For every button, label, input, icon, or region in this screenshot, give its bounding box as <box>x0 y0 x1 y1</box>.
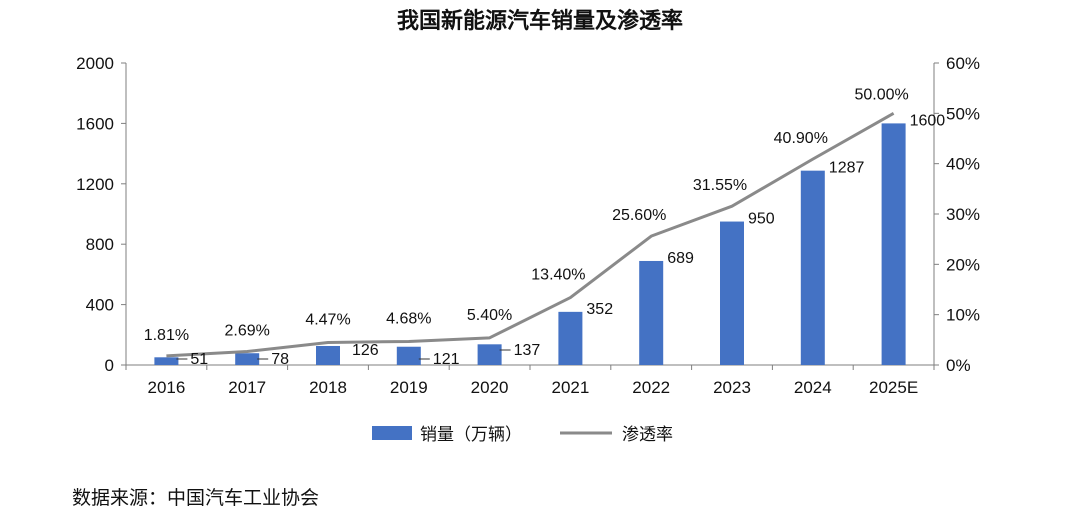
x-axis-tick-label: 2019 <box>390 378 428 397</box>
line-data-label: 13.40% <box>531 267 585 284</box>
bar-data-label: 137 <box>514 342 541 359</box>
bar-data-label: 78 <box>271 351 289 368</box>
legend-label-penetration: 渗透率 <box>622 425 673 444</box>
chart-title: 我国新能源汽车销量及渗透率 <box>396 8 683 34</box>
left-axis-tick-label: 400 <box>86 296 114 315</box>
line-data-label: 4.68% <box>386 310 431 327</box>
bar-sales <box>720 221 744 365</box>
bar-data-label: 51 <box>190 351 208 368</box>
right-axis-tick-label: 20% <box>946 255 980 274</box>
left-axis-tick-label: 0 <box>105 356 114 375</box>
x-axis-tick-label: 2025E <box>869 378 918 397</box>
right-axis-tick-label: 30% <box>946 205 980 224</box>
bar-data-label: 1287 <box>829 160 865 177</box>
bar-sales <box>477 344 502 365</box>
right-axis-tick-label: 10% <box>946 306 980 325</box>
x-axis-tick-label: 2021 <box>551 378 589 397</box>
bar-sales <box>154 357 179 365</box>
x-axis-tick-label: 2022 <box>632 378 670 397</box>
left-axis-tick-label: 2000 <box>76 54 114 73</box>
bar-data-label: 121 <box>433 351 460 368</box>
x-axis-tick-label: 2017 <box>228 378 266 397</box>
bar-data-label: 950 <box>748 211 775 228</box>
bar-sales <box>881 123 906 366</box>
legend-swatch-sales <box>372 426 412 440</box>
line-data-label: 25.60% <box>612 207 666 224</box>
x-axis-tick-label: 2024 <box>794 378 832 397</box>
right-axis-tick-label: 40% <box>946 155 980 174</box>
line-data-label: 4.47% <box>305 312 350 329</box>
bar-data-label: 689 <box>667 250 694 267</box>
bar-data-label: 352 <box>586 301 613 318</box>
left-axis-tick-label: 1200 <box>76 175 114 194</box>
x-axis-tick-label: 2023 <box>713 378 751 397</box>
right-axis-tick-label: 60% <box>946 54 980 73</box>
line-data-label: 1.81% <box>144 327 189 344</box>
line-data-label: 50.00% <box>854 86 908 103</box>
x-axis-tick-label: 2018 <box>309 378 347 397</box>
x-axis-tick-label: 2020 <box>471 378 509 397</box>
line-penetration-rate <box>166 112 895 358</box>
line-data-label: 5.40% <box>467 307 512 324</box>
bar-data-label: 1600 <box>910 112 946 129</box>
left-axis-tick-label: 800 <box>86 235 114 254</box>
right-axis-tick-label: 0% <box>946 356 971 375</box>
bar-sales <box>396 346 421 365</box>
bar-sales <box>235 353 260 365</box>
line-data-label: 31.55% <box>693 177 747 194</box>
x-axis-tick-label: 2016 <box>147 378 185 397</box>
bar-sales <box>558 311 583 365</box>
left-axis-tick-label: 1600 <box>76 114 114 133</box>
data-source-note: 数据来源：中国汽车工业协会 <box>72 487 320 509</box>
bar-sales <box>639 260 664 365</box>
bar-sales <box>800 170 825 365</box>
legend-label-sales: 销量（万辆） <box>420 425 522 444</box>
right-axis-tick-label: 50% <box>946 104 980 123</box>
line-data-label: 40.90% <box>774 130 828 147</box>
line-data-label: 2.69% <box>225 322 270 339</box>
bar-data-label: 126 <box>352 342 379 359</box>
bar-sales <box>316 345 340 365</box>
